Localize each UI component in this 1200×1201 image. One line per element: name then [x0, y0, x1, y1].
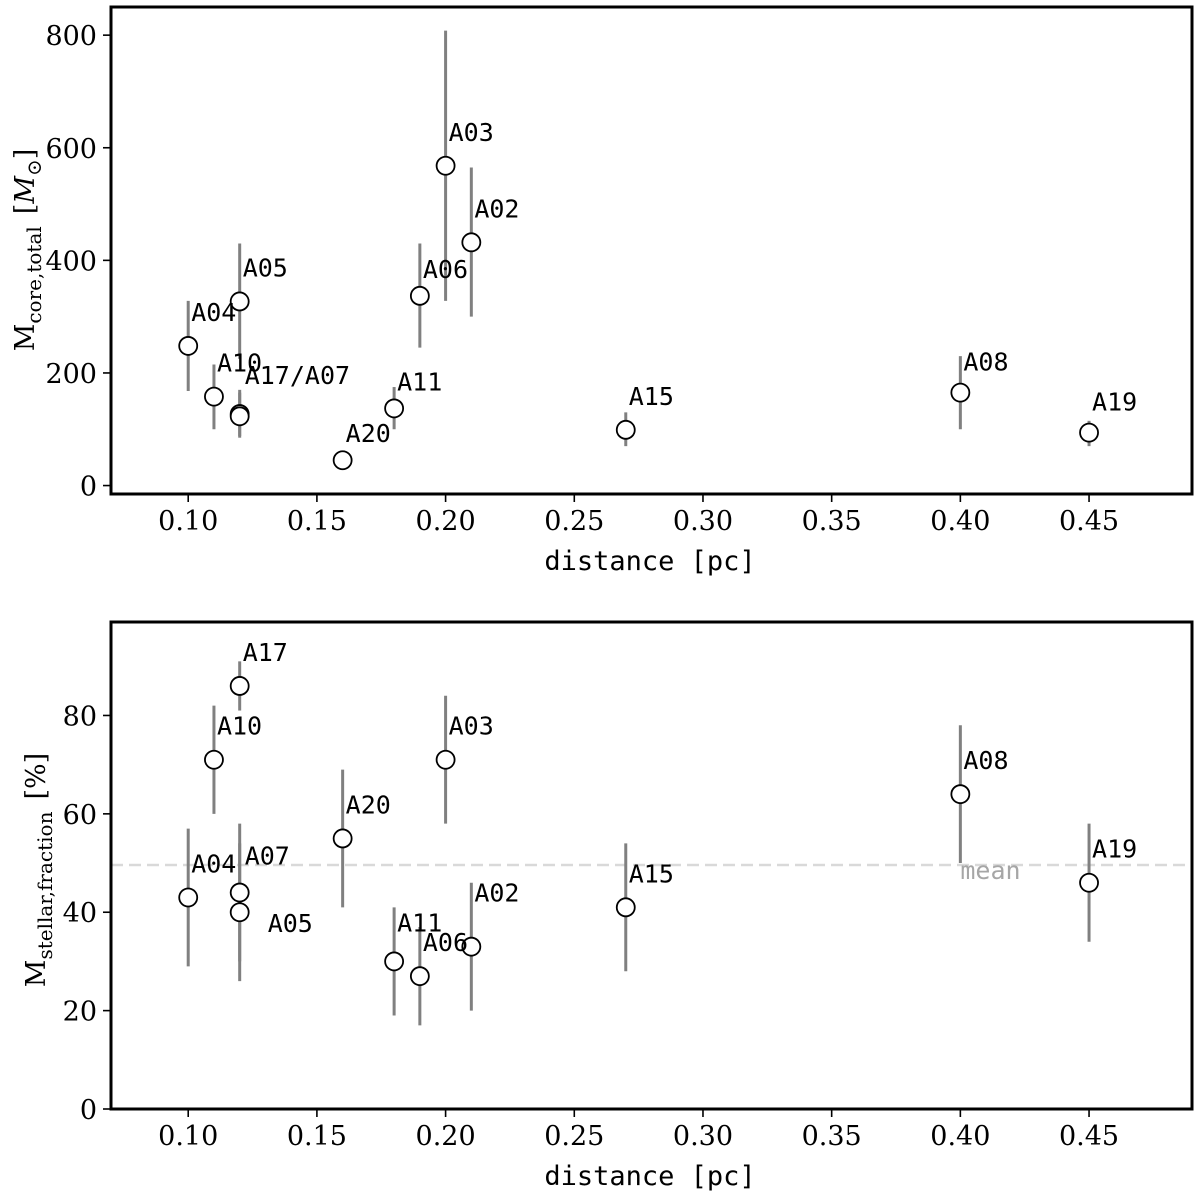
point-label: A08: [963, 348, 1008, 377]
point-label: A17/A07: [245, 361, 350, 390]
point-label: A05: [243, 253, 288, 282]
x-tick-label: 0.35: [802, 1121, 862, 1152]
y-tick-label: 400: [45, 246, 97, 277]
point-label: A17: [243, 638, 288, 667]
y-tick-label: 200: [45, 359, 97, 390]
data-point: [384, 398, 405, 419]
y-tick-label: 0: [80, 1095, 97, 1126]
data-point: [950, 784, 971, 805]
data-point: [229, 882, 250, 903]
plot-frame-stellar-fraction: [109, 620, 1194, 1111]
data-point: [409, 285, 430, 306]
data-point: [1079, 872, 1099, 893]
y-tick-label: 800: [45, 21, 97, 52]
y-axis-label-stellar-fraction: Mstellar,fraction[%]: [21, 753, 57, 987]
point-label: A07: [245, 842, 290, 871]
data-point: [332, 450, 353, 471]
point-label: A11: [397, 908, 442, 937]
point-label: A15: [629, 859, 674, 888]
point-label: A10: [217, 712, 262, 741]
point-label: A10: [217, 349, 262, 378]
x-tick-label: 0.15: [287, 506, 347, 537]
point-label: A20: [346, 790, 391, 819]
x-tick-label: 0.25: [544, 1121, 604, 1152]
point-label: A19: [1092, 835, 1137, 864]
point-label: A06: [423, 255, 468, 284]
data-point: [204, 749, 224, 770]
x-tick-label: 0.20: [416, 506, 476, 537]
point-label: A19: [1092, 388, 1137, 417]
point-label: A03: [449, 118, 494, 147]
point-label: A06: [423, 928, 468, 957]
y-tick-label: 20: [63, 997, 97, 1028]
x-axis-label-stellar-fraction: distance [pc]: [544, 1161, 755, 1192]
data-point: [229, 406, 250, 427]
y-tick-label: 60: [63, 800, 97, 831]
data-point: [204, 386, 224, 407]
x-tick-label: 0.30: [673, 1121, 733, 1152]
data-point: [409, 966, 430, 987]
data-point: [1079, 422, 1099, 443]
data-point: [178, 336, 199, 356]
plot-frame-core-mass: [109, 5, 1194, 496]
data-point: [332, 828, 353, 849]
x-tick-label: 0.10: [158, 506, 218, 537]
x-tick-label: 0.40: [930, 506, 990, 537]
data-point: [384, 951, 405, 972]
point-label: A05: [268, 909, 313, 938]
point-label: A03: [449, 712, 494, 741]
data-point: [615, 419, 636, 440]
point-label: A02: [474, 194, 519, 223]
x-tick-label: 0.30: [673, 506, 733, 537]
data-point: [950, 382, 971, 403]
data-point: [229, 902, 250, 923]
point-label: A04: [191, 298, 236, 327]
point-label: A02: [474, 879, 519, 908]
point-label: A08: [963, 746, 1008, 775]
data-point: [229, 676, 250, 696]
x-tick-label: 0.15: [287, 1121, 347, 1152]
data-point: [615, 897, 636, 918]
point-label: A20: [346, 419, 391, 448]
x-tick-label: 0.20: [416, 1121, 476, 1152]
x-tick-label: 0.45: [1059, 1121, 1119, 1152]
data-point: [435, 749, 456, 770]
y-tick-label: 600: [45, 134, 97, 165]
data-point: [229, 291, 250, 312]
x-tick-label: 0.25: [544, 506, 604, 537]
data-point: [461, 936, 482, 957]
point-label: A11: [397, 367, 442, 396]
y-axis-label-core-mass: Mcore,total[M⊙]: [10, 149, 46, 352]
data-point: [461, 232, 482, 253]
data-point: [178, 887, 199, 908]
point-label: A04: [191, 849, 236, 878]
x-tick-label: 0.40: [930, 1121, 990, 1152]
point-label: A15: [629, 382, 674, 411]
y-tick-label: 40: [63, 898, 97, 929]
mean-label: mean: [960, 856, 1020, 885]
y-tick-label: 80: [63, 701, 97, 732]
x-tick-label: 0.35: [802, 506, 862, 537]
x-tick-label: 0.10: [158, 1121, 218, 1152]
x-tick-label: 0.45: [1059, 506, 1119, 537]
y-tick-label: 0: [80, 472, 97, 503]
x-axis-label-core-mass: distance [pc]: [544, 546, 755, 577]
data-point: [435, 155, 456, 176]
